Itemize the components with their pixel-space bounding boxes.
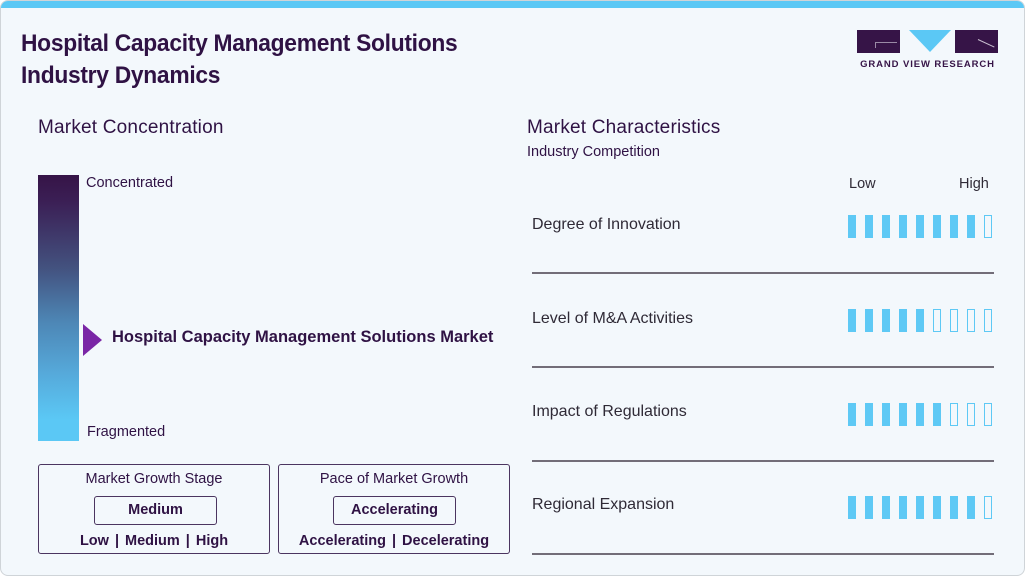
page-title: Hospital Capacity Management Solutions I… [21,28,458,92]
title-line-2: Industry Dynamics [21,62,221,89]
rating-bar-filled-icon [865,496,873,519]
rating-bar-filled-icon [950,215,958,238]
separator: | [391,533,397,549]
logo-v-triangle-icon [909,30,951,52]
rating-bar-filled-icon [967,496,975,519]
option-high: High [195,533,229,549]
divider [532,460,994,462]
row-label-innovation: Degree of Innovation [532,216,681,233]
separator: | [114,533,119,549]
rating-bar-filled-icon [950,496,958,519]
rating-bar-filled-icon [916,309,924,332]
logo-g-tick [875,42,876,48]
rating-bar-filled-icon [967,215,975,238]
rating-bar-filled-icon [916,403,924,426]
rating-bar-empty-icon [950,309,958,332]
concentration-gradient-bar [38,175,79,441]
rating-bar-empty-icon [933,309,941,332]
growth-pace-value: Accelerating [333,496,456,525]
rating-bars-innovation [848,215,992,238]
top-accent-bar [1,1,1024,8]
divider [532,553,994,555]
rating-bar-filled-icon [882,309,890,332]
rating-bar-filled-icon [899,309,907,332]
divider [532,366,994,368]
rating-bar-empty-icon [984,403,992,426]
rating-bar-filled-icon [899,496,907,519]
market-concentration-heading: Market Concentration [38,117,224,138]
concentrated-label: Concentrated [86,175,174,191]
growth-pace-title: Pace of Market Growth [319,471,469,487]
rating-bar-filled-icon [865,403,873,426]
rating-bar-filled-icon [848,215,856,238]
rating-bar-empty-icon [950,403,958,426]
scale-high-label: High [959,176,989,192]
rating-bar-filled-icon [933,403,941,426]
market-position-label: Hospital Capacity Management Solutions M… [112,328,494,346]
fragmented-label: Fragmented [87,424,166,440]
logo-g-stroke [875,42,897,43]
growth-stage-options: Low | Medium | High [39,533,269,549]
rating-bar-empty-icon [967,403,975,426]
rating-bar-empty-icon [984,309,992,332]
logo-text: GRAND VIEW RESEARCH [860,59,995,70]
rating-bars-regional-expansion [848,496,992,519]
market-growth-stage-card: Market Growth Stage Medium Low | Medium | Hi… [38,464,270,554]
triangle-right-icon [83,324,102,356]
row-label-regional-expansion: Regional Expansion [532,496,675,513]
rating-bar-empty-icon [984,215,992,238]
rating-bar-filled-icon [882,496,890,519]
rating-bar-filled-icon [865,215,873,238]
divider [532,272,994,274]
rating-bar-filled-icon [848,403,856,426]
rating-bar-filled-icon [899,403,907,426]
grand-view-research-logo: GRAND VIEW RESEARCH [857,30,998,70]
growth-pace-options: Accelerating | Decelerating [279,533,509,549]
rating-bar-filled-icon [916,215,924,238]
rating-bar-filled-icon [848,496,856,519]
option-medium: Medium [125,533,180,549]
logo-r-block-icon [955,30,998,53]
growth-stage-value: Medium [94,496,217,525]
title-line-1: Hospital Capacity Management Solutions [21,30,458,57]
market-characteristics-heading: Market Characteristics [527,117,721,138]
option-decelerating: Decelerating [402,533,490,549]
rating-bar-filled-icon [848,309,856,332]
separator: | [185,533,190,549]
row-label-regulations: Impact of Regulations [532,403,687,420]
rating-bar-filled-icon [882,215,890,238]
industry-competition-subheading: Industry Competition [527,144,660,160]
rating-bar-filled-icon [933,215,941,238]
rating-bar-filled-icon [899,215,907,238]
option-accelerating: Accelerating [298,533,386,549]
rating-bar-filled-icon [865,309,873,332]
rating-bars-regulations [848,403,992,426]
rating-bar-empty-icon [984,496,992,519]
growth-stage-title: Market Growth Stage [85,471,223,487]
rating-bar-filled-icon [933,496,941,519]
option-low: Low [79,533,109,549]
logo-g-block-icon [857,30,900,53]
rating-bars-ma-activities [848,309,992,332]
rating-bar-empty-icon [967,309,975,332]
pace-of-market-growth-card: Pace of Market Growth Accelerating Accel… [278,464,510,554]
row-label-ma-activities: Level of M&A Activities [532,310,693,327]
rating-bar-filled-icon [916,496,924,519]
rating-bar-filled-icon [882,403,890,426]
scale-low-label: Low [849,176,876,192]
